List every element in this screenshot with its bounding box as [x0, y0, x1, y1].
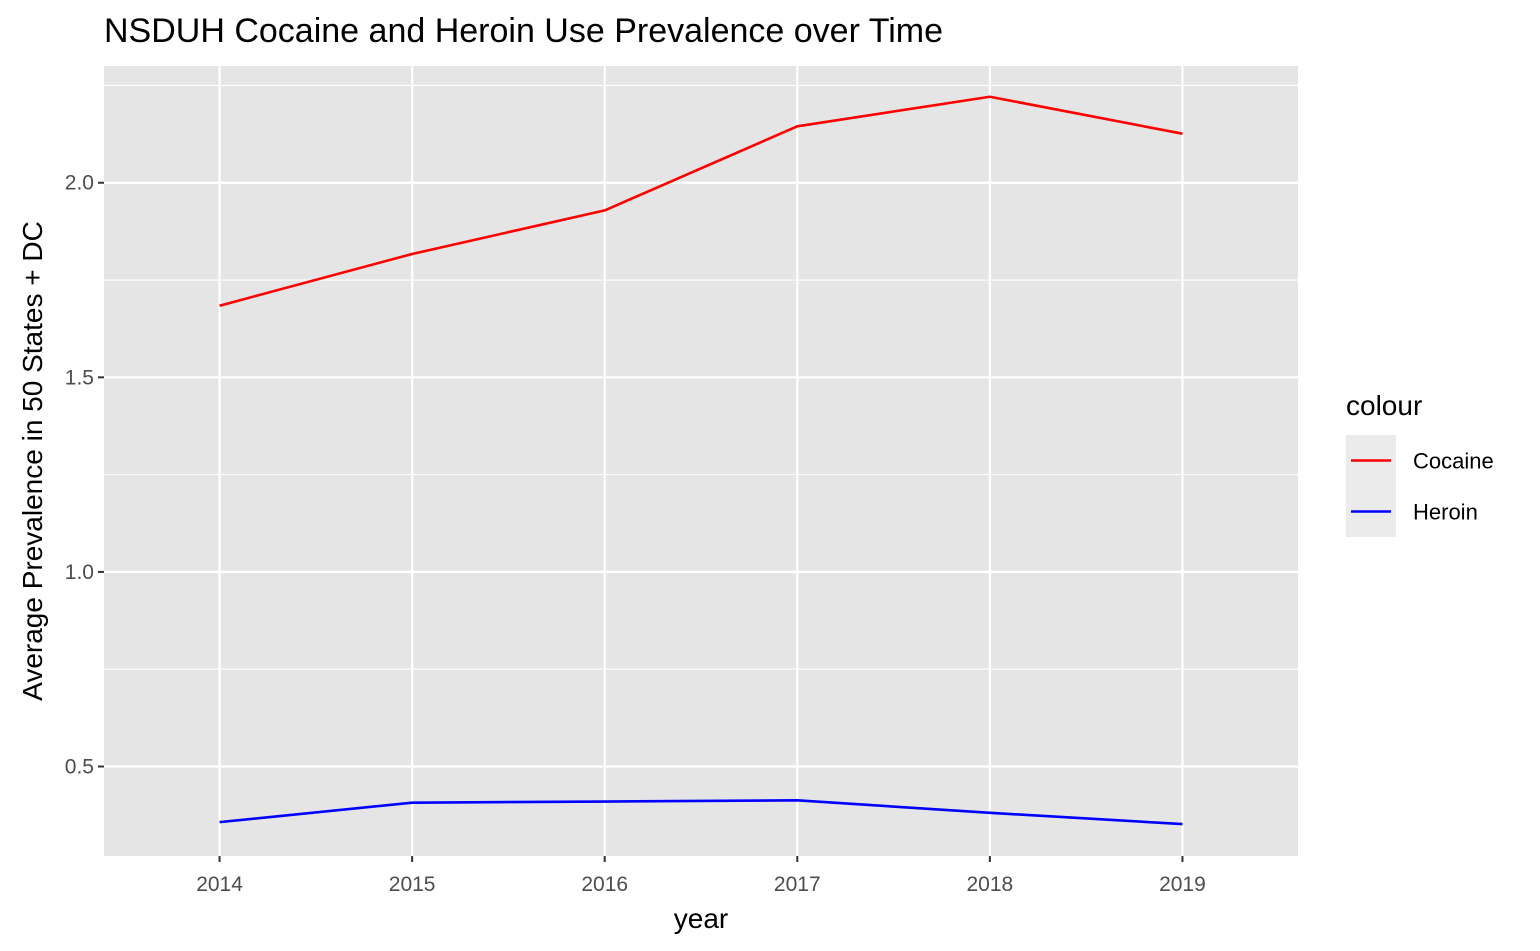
major-gridlines: [104, 66, 1298, 856]
x-tick-label: 2018: [967, 873, 1014, 896]
y-tick-label: 0.5: [65, 755, 94, 778]
y-axis-title: Average Prevalence in 50 States + DC: [17, 221, 48, 701]
plot-panel: [104, 66, 1298, 856]
legend-title: colour: [1346, 390, 1422, 421]
series-lines: [219, 95, 1183, 826]
y-axis: 0.5 1.0 1.5 2.0: [65, 172, 104, 778]
x-tick-label: 2019: [1159, 873, 1206, 896]
y-tick-label: 1.0: [65, 561, 94, 584]
x-tick-label: 2015: [389, 873, 436, 896]
series-line-heroin: [219, 799, 1183, 826]
chart-title: NSDUH Cocaine and Heroin Use Prevalence …: [104, 12, 943, 50]
y-tick-label: 2.0: [65, 172, 94, 195]
x-tick-label: 2016: [581, 873, 628, 896]
legend: colour Cocaine Heroin: [1346, 390, 1494, 537]
series-line-cocaine: [219, 95, 1183, 307]
x-tick-label: 2017: [774, 873, 821, 896]
legend-label-cocaine: Cocaine: [1413, 449, 1494, 474]
x-axis-title: year: [674, 903, 728, 934]
y-tick-label: 1.5: [65, 366, 94, 389]
legend-label-heroin: Heroin: [1413, 500, 1478, 525]
x-tick-label: 2014: [196, 873, 243, 896]
minor-gridlines: [104, 84, 1298, 670]
x-axis: 2014 2015 2016 2017 2018 2019: [196, 856, 1206, 896]
